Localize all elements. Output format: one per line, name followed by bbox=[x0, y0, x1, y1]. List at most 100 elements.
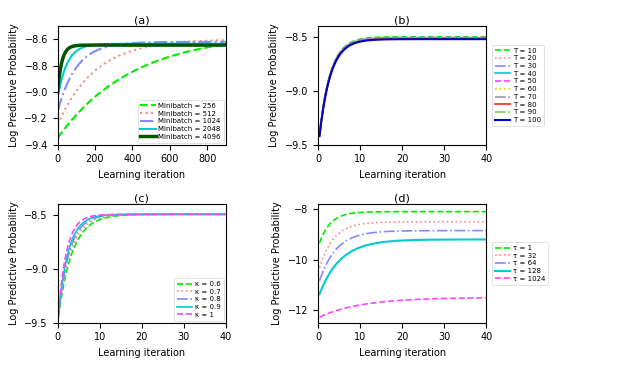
τ = 128 bbox=[483, 237, 490, 242]
T = 90 bbox=[483, 37, 490, 41]
Line: τ = 32: τ = 32 bbox=[319, 222, 486, 268]
Legend: κ = 0.6, κ = 0.7, κ = 0.8, κ = 0.9, κ = 1: κ = 0.6, κ = 0.7, κ = 0.8, κ = 0.9, κ = … bbox=[174, 278, 223, 321]
T = 40 bbox=[415, 36, 422, 40]
Minibatch = 4096 bbox=[122, 43, 129, 47]
Line: T = 60: T = 60 bbox=[319, 38, 486, 135]
Line: T = 90: T = 90 bbox=[319, 39, 486, 136]
τ = 128 bbox=[396, 239, 404, 243]
T = 20 bbox=[483, 35, 490, 40]
Line: κ = 0.9: κ = 0.9 bbox=[58, 214, 226, 314]
τ = 64 bbox=[479, 228, 486, 233]
κ = 0.9 bbox=[154, 212, 162, 217]
T = 10 bbox=[415, 35, 422, 39]
X-axis label: Learning iteration: Learning iteration bbox=[359, 170, 446, 180]
T = 80 bbox=[452, 36, 460, 41]
Line: T = 100: T = 100 bbox=[319, 39, 486, 136]
Line: Minibatch = 1024: Minibatch = 1024 bbox=[58, 42, 226, 111]
Minibatch = 4096 bbox=[54, 88, 61, 92]
τ = 32 bbox=[406, 220, 413, 224]
τ = 64 bbox=[396, 229, 404, 233]
T = 30 bbox=[452, 35, 460, 40]
Line: τ = 1: τ = 1 bbox=[319, 211, 486, 243]
Minibatch = 1024 bbox=[71, 67, 79, 72]
τ = 1024 bbox=[415, 297, 422, 302]
τ = 1024 bbox=[395, 298, 403, 303]
Minibatch = 256 bbox=[54, 136, 61, 140]
Y-axis label: Log Predictive Probability: Log Predictive Probability bbox=[269, 23, 280, 147]
Minibatch = 1024 bbox=[188, 40, 196, 44]
T = 10 bbox=[483, 35, 490, 39]
T = 60 bbox=[452, 36, 460, 40]
T = 80 bbox=[415, 36, 422, 41]
Line: Minibatch = 2048: Minibatch = 2048 bbox=[58, 44, 226, 98]
T = 80 bbox=[396, 37, 404, 41]
T = 20 bbox=[452, 35, 460, 40]
T = 10 bbox=[406, 35, 413, 39]
Minibatch = 2048 bbox=[54, 95, 61, 100]
Minibatch = 2048 bbox=[170, 42, 177, 46]
κ = 1 bbox=[145, 212, 153, 217]
τ = 128 bbox=[406, 238, 413, 242]
κ = 0.6 bbox=[134, 213, 141, 217]
κ = 0.6 bbox=[154, 212, 162, 217]
Minibatch = 256 bbox=[188, 48, 196, 53]
Title: (b): (b) bbox=[394, 15, 410, 25]
T = 10 bbox=[395, 35, 403, 39]
T = 60 bbox=[479, 36, 486, 40]
Minibatch = 4096 bbox=[71, 43, 79, 48]
Minibatch = 1024 bbox=[54, 109, 61, 113]
κ = 0.8 bbox=[54, 313, 62, 317]
Minibatch = 4096 bbox=[128, 43, 136, 47]
τ = 1 bbox=[406, 209, 413, 214]
Legend: τ = 1, τ = 32, τ = 64, τ = 128, τ = 1024: τ = 1, τ = 32, τ = 64, τ = 128, τ = 1024 bbox=[492, 242, 548, 285]
T = 10 bbox=[452, 35, 460, 39]
T = 40 bbox=[483, 36, 490, 40]
κ = 0.6 bbox=[192, 212, 200, 217]
T = 70 bbox=[479, 36, 486, 41]
Minibatch = 1024 bbox=[122, 42, 129, 46]
κ = 0.7 bbox=[54, 313, 62, 318]
τ = 1024 bbox=[483, 296, 490, 300]
Line: T = 20: T = 20 bbox=[319, 37, 486, 134]
τ = 64 bbox=[452, 229, 460, 233]
κ = 0.8 bbox=[218, 212, 225, 217]
Minibatch = 4096 bbox=[170, 43, 177, 47]
X-axis label: Learning iteration: Learning iteration bbox=[98, 348, 185, 358]
Minibatch = 2048 bbox=[188, 42, 196, 46]
Minibatch = 512 bbox=[122, 51, 129, 55]
τ = 32 bbox=[396, 220, 404, 224]
T = 90 bbox=[396, 37, 404, 41]
κ = 0.6 bbox=[145, 212, 153, 217]
Minibatch = 512 bbox=[222, 38, 230, 42]
τ = 1 bbox=[395, 209, 403, 214]
κ = 0.9 bbox=[222, 212, 230, 217]
T = 100 bbox=[406, 37, 413, 42]
T = 60 bbox=[395, 36, 403, 40]
T = 10 bbox=[479, 35, 486, 39]
T = 70 bbox=[415, 36, 422, 41]
T = 70 bbox=[396, 36, 404, 41]
T = 90 bbox=[395, 37, 403, 41]
τ = 128 bbox=[479, 237, 486, 242]
Title: (a): (a) bbox=[134, 15, 150, 25]
Minibatch = 4096 bbox=[222, 43, 230, 47]
κ = 0.9 bbox=[192, 212, 200, 217]
T = 70 bbox=[406, 36, 413, 41]
κ = 0.6 bbox=[222, 212, 230, 217]
τ = 1 bbox=[316, 241, 323, 245]
T = 100 bbox=[479, 37, 486, 41]
T = 10 bbox=[396, 35, 404, 39]
κ = 0.7 bbox=[192, 212, 200, 217]
τ = 32 bbox=[483, 220, 490, 224]
κ = 0.9 bbox=[54, 312, 62, 316]
Line: τ = 1024: τ = 1024 bbox=[319, 298, 486, 317]
Line: τ = 128: τ = 128 bbox=[319, 239, 486, 294]
T = 40 bbox=[452, 36, 460, 40]
T = 90 bbox=[406, 37, 413, 41]
κ = 1 bbox=[218, 212, 225, 217]
T = 30 bbox=[316, 132, 323, 136]
Line: T = 30: T = 30 bbox=[319, 37, 486, 134]
Minibatch = 4096 bbox=[188, 43, 196, 47]
Minibatch = 1024 bbox=[128, 41, 136, 45]
κ = 1 bbox=[134, 212, 141, 217]
